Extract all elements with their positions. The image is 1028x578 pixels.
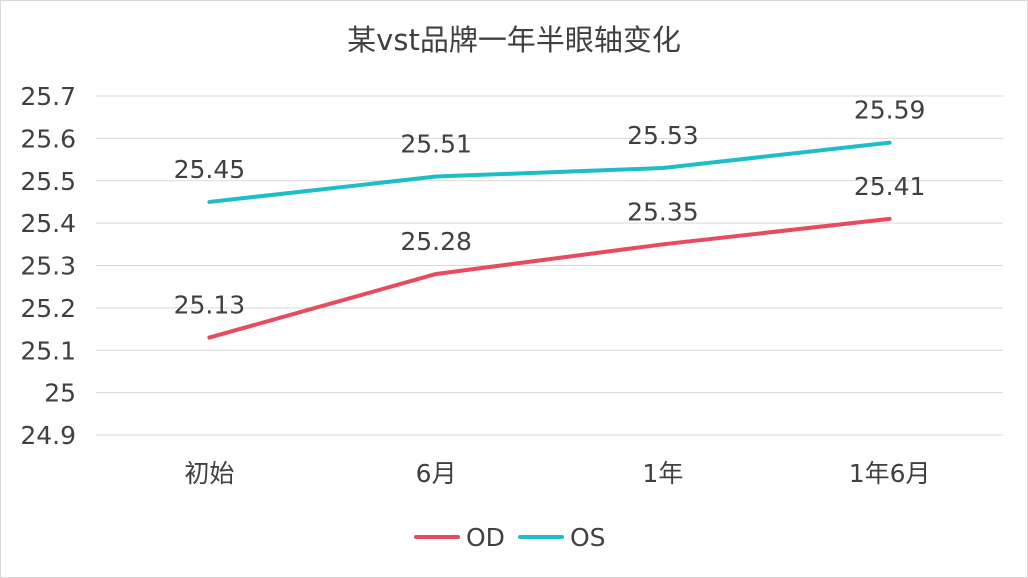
y-tick-label: 25.1 xyxy=(20,336,76,365)
y-tick-label: 24.9 xyxy=(20,421,76,450)
y-tick-label: 25.6 xyxy=(20,124,76,153)
x-category-label: 6月 xyxy=(416,459,457,488)
y-tick-label: 25.7 xyxy=(20,82,76,111)
data-label: 25.53 xyxy=(627,121,699,150)
y-tick-label: 25.4 xyxy=(20,209,76,238)
x-category-label: 1年6月 xyxy=(849,459,931,488)
x-category-label: 初始 xyxy=(184,459,234,488)
y-tick-label: 25.2 xyxy=(20,294,76,323)
data-label: 25.35 xyxy=(627,197,699,226)
data-label: 25.45 xyxy=(174,155,246,184)
chart-title: 某vst品牌一年半眼轴变化 xyxy=(347,23,681,57)
x-axis-categories: 初始 6月 1年 1年6月 xyxy=(184,459,930,488)
y-tick-label: 25 xyxy=(44,379,76,408)
data-label: 25.13 xyxy=(174,291,246,320)
series-lines xyxy=(207,140,892,340)
data-label: 25.59 xyxy=(854,96,926,125)
data-label: 25.28 xyxy=(400,227,472,256)
data-labels: 25.13 25.28 25.35 25.41 25.45 25.51 25.53 25.59 xyxy=(174,96,926,320)
data-label: 25.51 xyxy=(400,130,472,159)
data-label: 25.41 xyxy=(854,172,926,201)
legend: OD OS xyxy=(414,523,606,552)
y-tick-label: 25.3 xyxy=(20,252,76,281)
x-category-label: 1年 xyxy=(642,459,683,488)
y-axis-ticks: 24.9 25 25.1 25.2 25.3 25.4 25.5 25.6 25.7 xyxy=(20,82,76,450)
series-line-os xyxy=(207,140,892,204)
legend-label: OS xyxy=(570,523,606,552)
y-tick-label: 25.5 xyxy=(20,167,76,196)
legend-label: OD xyxy=(466,523,505,552)
series-line-od xyxy=(207,216,892,340)
